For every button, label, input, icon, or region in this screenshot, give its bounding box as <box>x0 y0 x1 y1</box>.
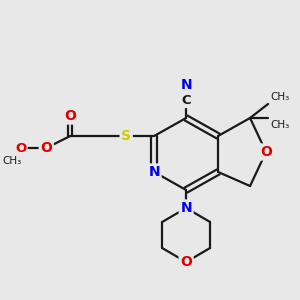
Text: CH₃: CH₃ <box>270 92 289 102</box>
Text: O: O <box>40 141 52 155</box>
Text: O: O <box>260 145 272 159</box>
Text: N: N <box>180 201 192 215</box>
Text: O: O <box>64 109 76 123</box>
Text: S: S <box>121 129 131 143</box>
Text: O: O <box>15 142 26 154</box>
Text: C: C <box>181 94 191 106</box>
Text: CH₃: CH₃ <box>3 156 22 166</box>
Text: O: O <box>180 255 192 269</box>
Text: N: N <box>180 78 192 92</box>
Text: CH₃: CH₃ <box>270 120 289 130</box>
Text: N: N <box>148 165 160 179</box>
